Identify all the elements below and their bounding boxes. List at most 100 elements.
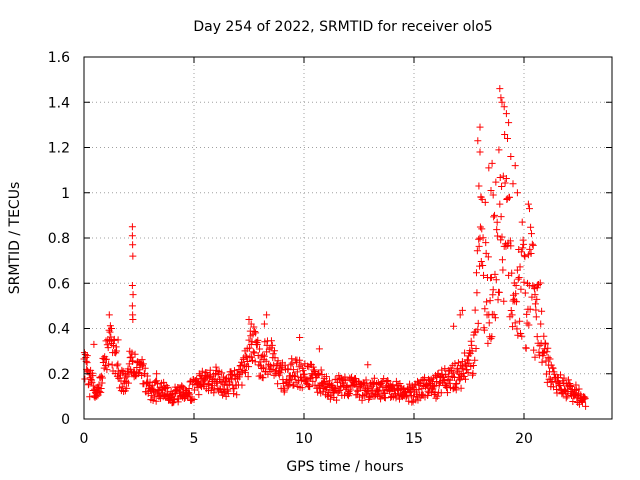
data-point xyxy=(258,364,266,372)
data-point xyxy=(108,325,115,332)
data-point xyxy=(81,375,89,383)
data-point xyxy=(549,364,557,372)
data-point xyxy=(530,346,538,354)
data-point xyxy=(484,253,492,261)
data-point xyxy=(542,340,550,348)
data-point xyxy=(527,230,535,238)
data-point xyxy=(90,382,98,390)
data-point xyxy=(507,153,515,161)
data-point xyxy=(263,311,271,319)
data-point xyxy=(519,244,527,252)
data-point xyxy=(522,344,530,352)
data-point xyxy=(518,332,526,340)
data-point xyxy=(143,372,151,380)
data-point xyxy=(97,384,105,392)
data-point xyxy=(206,366,214,374)
data-point xyxy=(496,85,504,93)
data-point xyxy=(297,361,305,369)
data-point xyxy=(516,263,524,271)
data-point xyxy=(513,189,521,197)
data-point xyxy=(128,302,136,310)
data-point xyxy=(531,291,539,299)
data-point xyxy=(249,348,257,356)
data-point xyxy=(274,357,282,365)
data-point xyxy=(247,320,255,328)
data-point xyxy=(341,376,349,384)
data-point xyxy=(129,252,137,260)
data-point xyxy=(468,347,476,355)
x-tick-label: 5 xyxy=(190,431,199,447)
data-point xyxy=(265,360,273,368)
data-point xyxy=(188,395,196,403)
data-point xyxy=(505,193,513,201)
data-point xyxy=(212,363,220,371)
data-point xyxy=(532,313,540,321)
data-point xyxy=(477,193,485,201)
data-point xyxy=(514,275,522,283)
data-point xyxy=(162,382,170,390)
data-point xyxy=(536,279,544,287)
y-tick-label: 0.6 xyxy=(48,276,70,292)
data-point xyxy=(296,356,304,364)
data-point xyxy=(105,311,113,319)
data-point xyxy=(245,344,253,352)
data-point xyxy=(364,361,372,369)
data-point xyxy=(498,182,506,190)
data-point xyxy=(533,284,541,292)
data-point xyxy=(490,213,498,221)
y-axis-label: SRMTID / TECUs xyxy=(7,182,23,295)
data-point xyxy=(319,379,327,387)
data-point xyxy=(502,110,510,118)
y-tick-label: 1 xyxy=(61,186,70,202)
data-point xyxy=(392,394,400,402)
data-point xyxy=(366,393,374,401)
data-point xyxy=(252,329,260,337)
y-tick-label: 0.8 xyxy=(48,231,70,247)
data-point xyxy=(511,297,519,305)
data-point xyxy=(474,137,482,145)
data-point xyxy=(268,341,276,349)
data-point xyxy=(511,162,519,170)
data-point xyxy=(492,178,500,186)
data-point xyxy=(190,395,198,403)
data-point xyxy=(529,282,537,290)
data-point xyxy=(567,382,575,390)
data-point xyxy=(546,355,554,363)
data-point xyxy=(531,300,539,308)
data-point xyxy=(114,360,122,368)
data-point xyxy=(377,395,385,403)
data-point xyxy=(582,402,590,410)
data-point xyxy=(501,179,509,187)
data-point xyxy=(269,350,277,358)
data-point xyxy=(102,355,110,363)
data-point xyxy=(560,374,568,382)
data-point xyxy=(497,236,505,244)
data-point xyxy=(83,359,91,367)
data-point xyxy=(526,305,534,313)
data-point xyxy=(473,247,481,255)
data-point xyxy=(164,383,172,391)
data-point xyxy=(424,387,432,395)
data-point xyxy=(333,396,341,404)
data-point xyxy=(476,223,484,231)
data-point xyxy=(396,379,404,387)
y-tick-label: 1.2 xyxy=(48,141,70,157)
data-point xyxy=(493,218,501,226)
data-point xyxy=(494,296,502,304)
data-point xyxy=(102,362,110,370)
data-point xyxy=(334,387,342,395)
data-point xyxy=(128,349,136,357)
data-point xyxy=(281,386,289,394)
data-point xyxy=(553,389,561,397)
data-point xyxy=(480,326,488,334)
data-point xyxy=(437,389,445,397)
data-point xyxy=(220,389,228,397)
data-point xyxy=(170,390,178,398)
data-point xyxy=(108,361,116,369)
data-point xyxy=(114,336,122,344)
data-point xyxy=(260,364,268,372)
y-tick-label: 0.2 xyxy=(48,367,70,383)
data-point xyxy=(288,359,296,367)
data-point xyxy=(327,392,335,400)
